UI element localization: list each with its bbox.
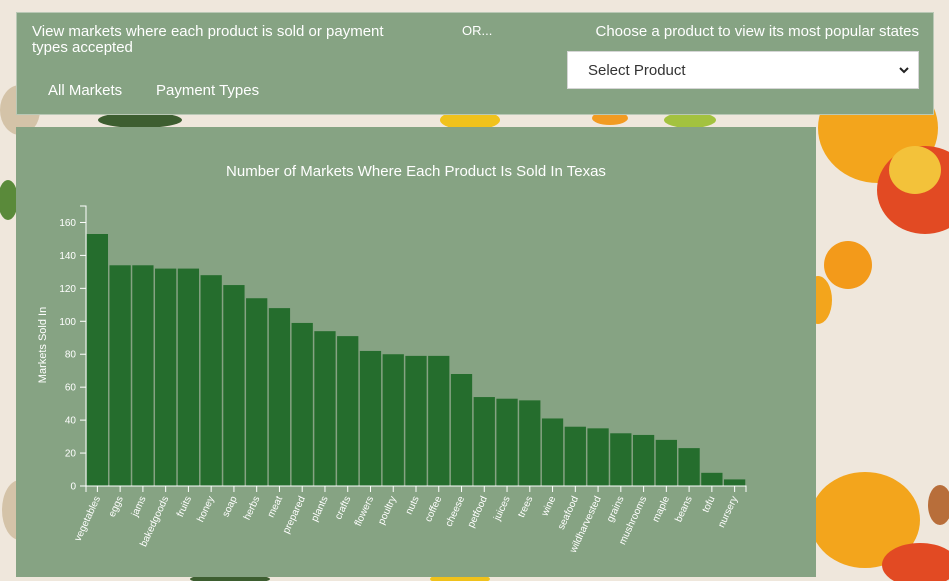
bar-jams[interactable]	[132, 265, 154, 486]
y-axis-label: Markets Sold In	[37, 307, 49, 383]
y-tick-label: 0	[70, 482, 76, 493]
x-tick-label-juices: juices	[492, 495, 513, 524]
bar-coffee[interactable]	[428, 355, 450, 486]
x-tick-label-eggs: eggs	[107, 495, 126, 519]
or-label: OR...	[462, 23, 493, 38]
bar-flowers[interactable]	[359, 350, 382, 486]
y-tick-label: 40	[65, 416, 77, 427]
bars-group	[86, 234, 746, 486]
x-tick-label-herbs: herbs	[242, 495, 263, 522]
chevron-down-icon	[898, 63, 910, 82]
product-select-value: Select Product	[588, 62, 686, 79]
bar-honey[interactable]	[200, 275, 222, 486]
bar-plants[interactable]	[314, 331, 336, 486]
bar-bakedgoods[interactable]	[155, 268, 177, 486]
x-tick-label-maple: maple	[651, 494, 673, 524]
x-tick-label-seafood: seafood	[556, 495, 581, 532]
bar-fruits[interactable]	[177, 268, 200, 486]
bar-nursery[interactable]	[723, 479, 746, 486]
x-tick-label-fruits: fruits	[175, 495, 194, 519]
chart-title: Number of Markets Where Each Product Is …	[226, 163, 606, 180]
bar-eggs[interactable]	[109, 265, 131, 486]
control-panel: View markets where each product is sold …	[16, 12, 934, 115]
bar-prepared[interactable]	[291, 322, 313, 486]
y-tick-label: 100	[59, 317, 76, 328]
y-tick-label: 120	[59, 284, 76, 295]
x-tick-label-coffee: coffee	[423, 494, 445, 524]
bar-chart: Number of Markets Where Each Product Is …	[37, 163, 747, 556]
bar-trees[interactable]	[519, 400, 541, 486]
x-tick-label-petfood: petfood	[466, 495, 490, 530]
y-tick-label: 60	[65, 383, 77, 394]
y-axis-line	[80, 205, 87, 487]
x-tick-label-tofu: tofu	[701, 495, 718, 515]
bar-herbs[interactable]	[246, 298, 268, 486]
x-tick-label-trees: trees	[516, 495, 535, 520]
bar-crafts[interactable]	[337, 336, 359, 486]
bar-juices[interactable]	[496, 398, 518, 486]
x-tick-label-poultry: poultry	[376, 495, 399, 527]
x-tick-label-prepared: prepared	[281, 495, 308, 536]
bar-beans[interactable]	[678, 448, 700, 486]
x-tick-label-grains: grains	[605, 495, 626, 524]
x-tick-label-wine: wine	[539, 494, 558, 519]
bar-seafood[interactable]	[564, 426, 586, 486]
bar-meat[interactable]	[268, 308, 291, 486]
x-tick-label-honey: honey	[195, 495, 216, 524]
x-tick-label-vegetables: vegetables	[73, 495, 103, 543]
bar-poultry[interactable]	[382, 354, 404, 486]
tab-all-markets[interactable]: All Markets	[48, 82, 123, 99]
x-tick-label-nursery: nursery	[716, 495, 740, 530]
bar-tofu[interactable]	[701, 472, 723, 486]
bar-mushrooms[interactable]	[632, 434, 655, 486]
x-tick-label-soap: soap	[221, 494, 240, 519]
tab-payment-types[interactable]: Payment Types	[156, 82, 260, 99]
choose-product-label: Choose a product to view its most popula…	[595, 23, 920, 40]
x-tick-label-jams: jams	[129, 495, 148, 520]
x-tick-label-beans: beans	[673, 495, 694, 524]
bar-soap[interactable]	[223, 285, 245, 486]
x-tick-label-meat: meat	[266, 494, 285, 519]
bar-maple[interactable]	[655, 439, 677, 486]
bar-nuts[interactable]	[405, 355, 427, 486]
bar-grains[interactable]	[610, 433, 632, 486]
bar-cheese[interactable]	[450, 374, 473, 486]
y-axis: 0 20 40 60 80 100 120 140 160	[59, 205, 87, 493]
bar-vegetables[interactable]	[86, 234, 109, 486]
panel-description: View markets where each product is sold …	[32, 23, 384, 56]
x-tick-label-flowers: flowers	[353, 495, 376, 528]
bar-wildharvested[interactable]	[587, 428, 609, 486]
x-tick-label-plants: plants	[309, 495, 330, 524]
chart-card: Number of Markets Where Each Product Is …	[16, 127, 816, 577]
product-select[interactable]: Select Product	[567, 51, 919, 89]
bar-wine[interactable]	[541, 418, 564, 486]
x-tick-label-crafts: crafts	[333, 495, 353, 522]
y-tick-label: 160	[59, 218, 76, 229]
y-tick-label: 20	[65, 449, 77, 460]
x-tick-label-cheese: cheese	[444, 494, 468, 528]
x-tick-label-nuts: nuts	[404, 495, 422, 517]
y-tick-label: 140	[59, 251, 76, 262]
y-tick-label: 80	[65, 350, 77, 361]
bar-petfood[interactable]	[473, 397, 495, 486]
